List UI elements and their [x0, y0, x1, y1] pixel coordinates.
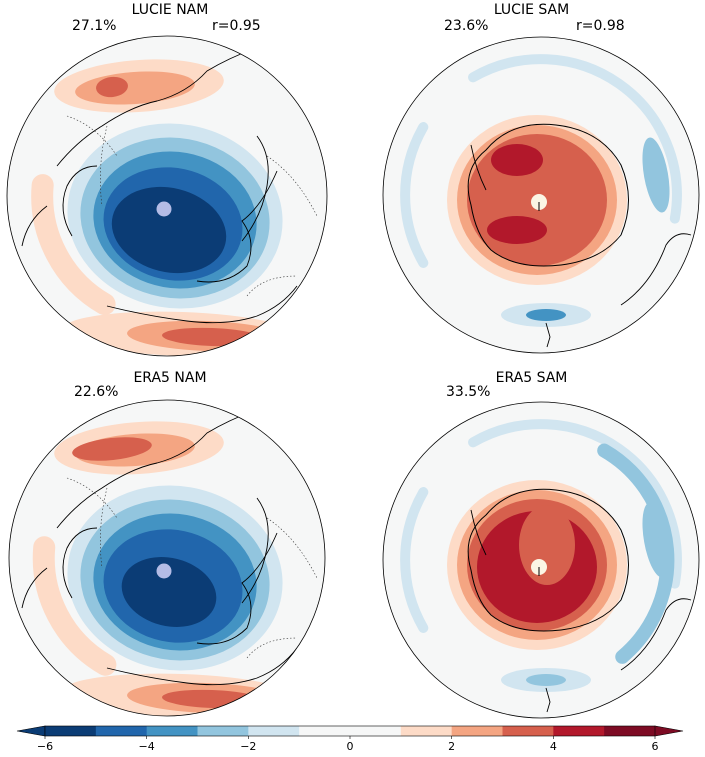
peninsula-coastline	[470, 509, 487, 556]
panel-lucie-sam: LUCIE SAM 23.6% r=0.98	[358, 0, 705, 360]
coastline	[196, 170, 278, 283]
colorbar-tick-label: 4	[549, 740, 557, 753]
map-field	[7, 36, 327, 356]
colorbar-bin	[350, 726, 402, 736]
east-negative-band	[597, 443, 675, 664]
coastline	[241, 497, 269, 604]
coastline	[196, 532, 278, 645]
colorbar-extend-max	[654, 725, 684, 737]
map-field	[383, 37, 699, 353]
south-negative-lobe-core	[526, 309, 566, 321]
variance-percent: 22.6%	[74, 384, 119, 400]
southern-ring-west	[400, 122, 429, 268]
colorbar-bin	[197, 726, 249, 736]
colorbar-tick-label: 0	[346, 740, 354, 753]
panel-title: LUCIE SAM	[493, 2, 570, 18]
arctic-anomaly-core	[111, 186, 227, 274]
antarctic-anomaly-inner	[519, 505, 575, 585]
country-border	[246, 275, 298, 297]
colorbar-bin	[604, 726, 656, 736]
australia-coastline	[620, 233, 692, 306]
coastline	[106, 647, 298, 686]
colorbar-bin	[502, 726, 554, 736]
map-boundary	[8, 399, 326, 717]
pacific-negative-lobe	[642, 137, 670, 213]
map-field	[383, 402, 699, 718]
north-polar-map	[8, 399, 326, 717]
coastline	[21, 567, 48, 609]
south-negative-lobe-core	[526, 674, 566, 686]
coastline	[56, 407, 263, 529]
pacific-anomaly-core	[96, 76, 128, 98]
panel-lucie-nam: LUCIE NAM 27.1% r=0.95	[0, 0, 340, 360]
colorbar: −6 −4 −2 0 2 4 6	[0, 724, 705, 757]
antarctica-coastline	[467, 488, 629, 632]
pacific-anomaly-core	[72, 437, 152, 461]
variance-percent: 33.5%	[446, 384, 491, 400]
map-field	[9, 400, 325, 716]
africa-coastline	[610, 409, 687, 427]
colorbar-bin	[299, 726, 351, 736]
colorbar-tick-label: −4	[138, 740, 155, 753]
colorbar-bin	[248, 726, 300, 736]
coastline	[62, 165, 98, 237]
coastline	[106, 285, 298, 324]
southern-ring-west	[400, 487, 429, 633]
coastline	[241, 135, 269, 242]
colorbar-extend-min	[16, 725, 46, 737]
colorbar-bin	[451, 726, 503, 736]
correlation-label: r=0.98	[576, 18, 625, 34]
colorbar-bin	[45, 726, 97, 736]
new-zealand-coastline	[545, 322, 551, 348]
panel-era5-nam: ERA5 NAM 22.6%	[0, 368, 340, 724]
country-border	[100, 487, 108, 569]
colorbar-bin	[400, 726, 453, 736]
south-polar-map	[382, 36, 700, 354]
arctic-anomaly-core	[121, 557, 217, 627]
colorbar-bin	[553, 726, 605, 736]
country-border	[246, 637, 298, 659]
pole-marker	[156, 201, 172, 217]
coastline	[21, 205, 48, 247]
colorbar-tick-label: 2	[448, 740, 456, 753]
antarctica-coastline	[467, 123, 629, 267]
panel-title: ERA5 SAM	[495, 370, 568, 386]
southern-ring-north	[468, 54, 682, 224]
africa-coastline	[610, 44, 687, 62]
south-polar-map	[382, 401, 700, 719]
coastline	[56, 45, 263, 167]
colorbar-tick-label: 6	[651, 740, 659, 753]
peninsula-coastline	[470, 144, 487, 191]
variance-percent: 23.6%	[444, 18, 489, 34]
antarctic-anomaly-core	[491, 144, 543, 176]
new-zealand-coastline	[545, 687, 551, 713]
atlantic-ring-west	[32, 536, 117, 676]
atlantic-ring-west	[31, 174, 116, 316]
map-boundary	[382, 401, 700, 719]
colorbar-gradient	[16, 725, 684, 739]
map-boundary	[382, 36, 700, 354]
southern-ring-north	[468, 419, 682, 589]
north-polar-map	[6, 35, 328, 357]
coastline	[62, 527, 98, 599]
country-border	[266, 517, 318, 579]
country-border	[100, 125, 108, 207]
colorbar-bin	[146, 726, 198, 736]
map-boundary	[6, 35, 328, 357]
panel-era5-sam: ERA5 SAM 33.5%	[358, 368, 705, 724]
colorbar-tick-label: −2	[240, 740, 257, 753]
variance-percent: 27.1%	[72, 18, 117, 34]
australia-coastline	[620, 598, 692, 671]
country-border	[266, 155, 318, 217]
correlation-label: r=0.95	[212, 18, 261, 34]
colorbar-tick-label: −6	[36, 740, 54, 753]
antarctic-anomaly-core-2	[487, 216, 547, 244]
panel-title: ERA5 NAM	[133, 370, 207, 386]
colorbar-bin	[95, 726, 148, 736]
panel-title: LUCIE NAM	[131, 2, 209, 18]
pole-marker	[156, 563, 172, 579]
